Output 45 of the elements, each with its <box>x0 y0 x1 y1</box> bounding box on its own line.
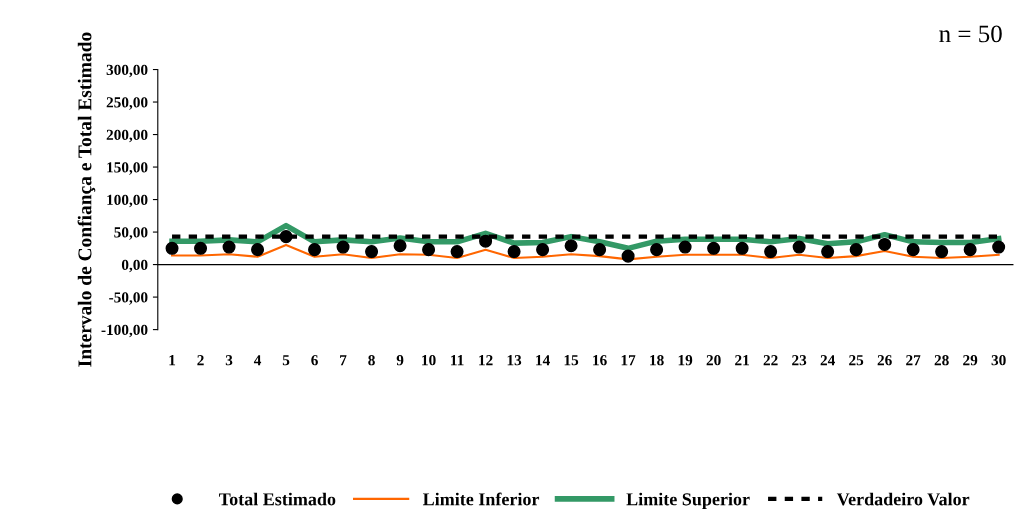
y-tick-label: 50,00 <box>114 227 148 240</box>
x-tick-label: 7 <box>340 355 347 366</box>
x-tick-label: 3 <box>225 355 233 366</box>
y-tick-label: 100,00 <box>107 194 148 208</box>
x-tick-label: 25 <box>849 355 864 366</box>
x-tick-label: 13 <box>507 355 522 366</box>
x-tick-label: 22 <box>763 355 778 366</box>
x-tick-label: 12 <box>479 355 493 366</box>
x-tick-label: 4 <box>253 355 262 366</box>
x-tick-label: 27 <box>906 355 921 366</box>
x-tick-label: 28 <box>934 355 949 366</box>
x-tick-label: 29 <box>963 355 978 366</box>
x-tick-label: 5 <box>282 355 290 366</box>
y-axis-title: Intervalo de Confiança e Total Estimado <box>77 32 96 367</box>
x-tick-label: 10 <box>422 355 436 366</box>
x-tick-label: 20 <box>706 355 721 366</box>
x-tick-label: 18 <box>650 355 664 366</box>
x-tick-label: 1 <box>169 355 176 366</box>
text: n = 50 <box>939 25 1002 43</box>
legend-label: Limite Inferior <box>422 492 540 506</box>
x-tick-label: 24 <box>820 355 835 366</box>
x-tick-label: 17 <box>621 355 636 366</box>
x-tick-label: 21 <box>735 355 749 366</box>
x-tick-label: 15 <box>564 355 579 366</box>
x-tick-label: 26 <box>877 355 892 366</box>
y-tick-label: -100,00 <box>101 324 148 338</box>
x-tick-label: 9 <box>396 355 404 366</box>
legend-label: Limite Superior <box>626 492 750 510</box>
x-tick-label: 16 <box>593 355 607 366</box>
x-tick-label: 2 <box>197 355 204 366</box>
y-tick-label: 150,00 <box>107 162 148 175</box>
x-tick-label: 8 <box>368 355 375 366</box>
y-tick-label: -50,00 <box>109 292 148 305</box>
y-tick-label: 0,00 <box>121 259 148 273</box>
x-tick-label: 11 <box>451 355 464 366</box>
x-tick-label: 6 <box>311 355 318 366</box>
legend-label: Total Estimado <box>219 492 336 506</box>
x-tick-label: 23 <box>792 355 807 366</box>
x-tick-label: 30 <box>991 355 1006 366</box>
y-tick-label: 200,00 <box>106 129 148 143</box>
legend-label: Verdadeiro Valor <box>836 492 970 506</box>
y-tick-label: 250,00 <box>106 97 148 110</box>
x-tick-label: 19 <box>678 355 693 366</box>
y-tick-label: 300,00 <box>106 64 148 78</box>
x-tick-label: 14 <box>536 355 550 366</box>
